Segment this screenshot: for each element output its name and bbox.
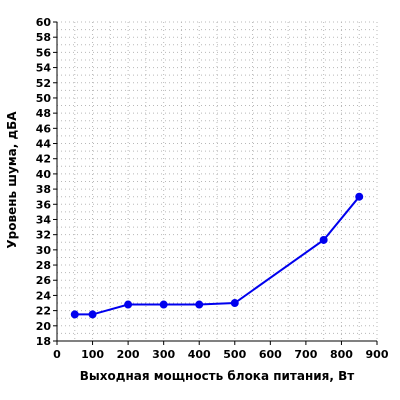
y-tick-label: 38 <box>36 183 51 196</box>
y-tick-label: 26 <box>36 274 52 287</box>
y-tick-label: 24 <box>36 289 52 302</box>
x-tick-labels: 0 100 200 300 400 500 600 700 800 900 <box>53 348 389 361</box>
data-point <box>124 300 133 309</box>
x-tick-label: 400 <box>188 348 211 361</box>
y-tick-label: 34 <box>36 213 52 226</box>
y-tick-label: 44 <box>36 138 52 151</box>
y-tick-label: 52 <box>36 77 51 90</box>
y-tick-label: 48 <box>36 107 51 120</box>
y-tick-label: 22 <box>36 305 51 318</box>
x-tick-label: 200 <box>117 348 140 361</box>
y-tick-label: 54 <box>36 62 52 75</box>
series-layer <box>70 192 364 319</box>
y-tick-label: 30 <box>36 244 52 257</box>
y-tick-label: 58 <box>36 31 51 44</box>
y-tick-label: 40 <box>36 168 52 181</box>
y-tick-label: 46 <box>36 122 52 135</box>
data-point <box>70 310 79 319</box>
y-tick-label: 50 <box>36 92 52 105</box>
data-point <box>195 300 204 309</box>
x-tick-label: 500 <box>223 348 246 361</box>
data-point <box>159 300 168 309</box>
x-tick-label: 100 <box>81 348 104 361</box>
y-tick-label: 42 <box>36 153 51 166</box>
data-point <box>355 192 364 201</box>
y-tick-label: 60 <box>36 16 52 29</box>
x-axis-label: Выходная мощность блока питания, Вт <box>80 369 355 383</box>
x-tick-label: 300 <box>152 348 175 361</box>
x-tick-label: 900 <box>366 348 389 361</box>
x-tick-label: 800 <box>330 348 353 361</box>
grid <box>56 21 378 342</box>
data-point <box>319 235 328 244</box>
x-tick-label: 600 <box>259 348 282 361</box>
series-line <box>74 196 360 316</box>
x-tick-label: 700 <box>294 348 317 361</box>
y-tick-label: 20 <box>36 320 52 333</box>
data-point <box>88 310 97 319</box>
y-tick-label: 36 <box>36 198 52 211</box>
y-tick-label: 28 <box>36 259 51 272</box>
axes <box>53 21 378 345</box>
x-tick-label: 0 <box>53 348 61 361</box>
y-axis-label: Уровень шума, дБА <box>5 111 19 249</box>
data-point <box>230 299 239 308</box>
y-tick-label: 32 <box>36 229 51 242</box>
y-tick-labels: 18 20 22 24 26 28 30 32 34 36 38 40 42 44 46 48 50 52 54 56… <box>36 16 52 348</box>
y-tick-label: 18 <box>36 335 51 348</box>
y-tick-label: 56 <box>36 46 52 59</box>
